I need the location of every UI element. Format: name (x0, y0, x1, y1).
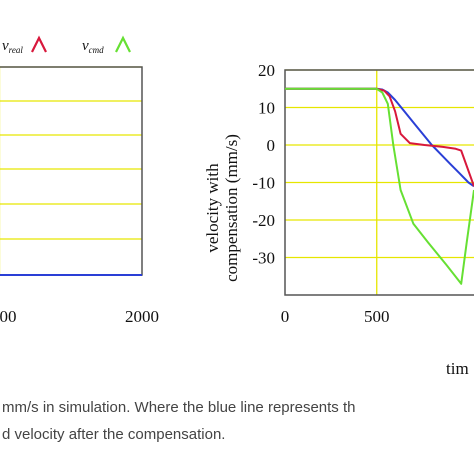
legend-label-cmd: vcmd (82, 38, 104, 55)
right-frame (284, 69, 474, 296)
legend-label-real: vreal (2, 38, 23, 55)
right-grid (285, 69, 474, 295)
legend-swatch-real (31, 35, 47, 53)
right-axes-frame (284, 69, 474, 296)
right-y-tick-label-5: -30 (252, 249, 275, 268)
legend: vreal vcmd (2, 35, 131, 55)
x-axis-label: tim (446, 359, 469, 378)
right-tick-labels: 20 10 0 -10 -20 -30 0 500 (252, 61, 389, 326)
caption-line-1: mm/s in simulation. Where the blue line … (2, 399, 356, 416)
right-x-tick-label-1: 500 (364, 307, 390, 326)
caption-line-2: d velocity after the compensation. (2, 426, 226, 443)
right-series (285, 87, 474, 285)
left-chart: 1500 2000 (0, 66, 159, 326)
right-y-tick-label-2: 0 (267, 136, 276, 155)
right-series-line-1 (285, 87, 474, 187)
right-x-tick-label-0: 0 (281, 307, 290, 326)
right-series-line-0 (285, 87, 474, 188)
right-y-tick-label-3: -10 (252, 174, 275, 193)
left-tick-labels: 1500 2000 (0, 307, 159, 326)
left-x-tick-label-1: 2000 (125, 307, 159, 326)
left-frame (0, 66, 143, 276)
y-axis-label-line2: compensation (mm/s) (222, 134, 241, 282)
left-grid (0, 66, 142, 275)
right-chart: 20 10 0 -10 -20 -30 0 500 velocity with compens… (203, 61, 474, 378)
left-x-tick-label-0: 1500 (0, 307, 17, 326)
right-series-line-2 (285, 87, 474, 285)
legend-swatch-cmd (115, 35, 131, 53)
y-axis-label-line1: velocity with (203, 163, 222, 253)
right-y-tick-label-1: 10 (258, 99, 275, 118)
right-y-tick-label-4: -20 (252, 211, 275, 230)
right-y-tick-label-0: 20 (258, 61, 275, 80)
